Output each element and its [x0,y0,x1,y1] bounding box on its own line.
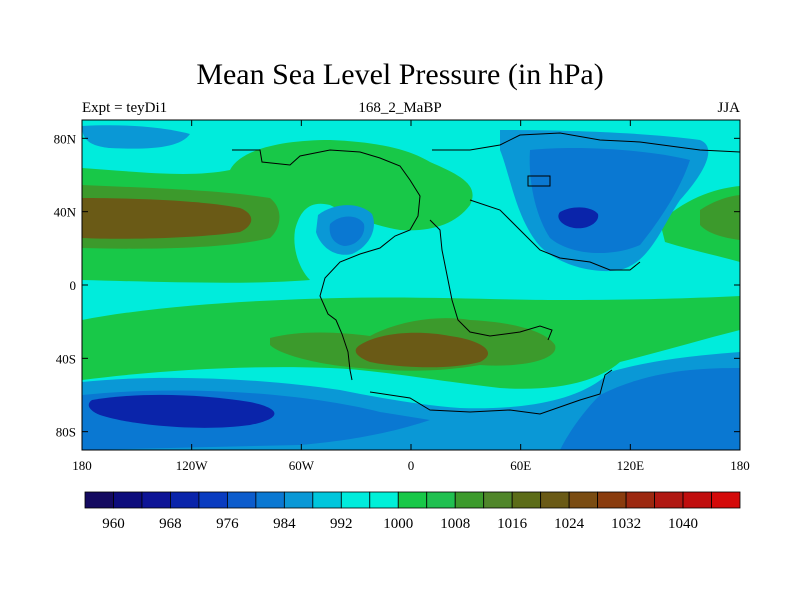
chart-title: Mean Sea Level Pressure (in hPa) [196,58,604,91]
coastlines [232,132,741,415]
lat-tick-label: 40N [54,205,77,220]
colorbar-swatch [340,491,371,509]
run-label: 168_2_MaBP [358,100,442,116]
coastline-north-america [232,149,421,381]
colorbar-label: 1040 [668,516,698,532]
lon-tick-label: 180 [730,458,750,473]
colorbar-label: 1024 [554,516,585,532]
lon-tick-label: 120E [617,458,645,473]
colorbar-swatch [654,491,684,509]
colorbar-label: 968 [159,516,182,532]
colorbar-swatch [483,491,513,509]
colorbar-swatch [625,491,655,509]
lon-tick-label: 180 [72,458,92,473]
colorbar-label: 992 [330,516,353,532]
band-984-atlantic [329,216,365,246]
coastline-eurasia [432,132,741,153]
lat-tick-label: 40S [56,351,76,366]
colorbar-swatch [369,491,399,509]
band-984-south-east [560,368,740,450]
colorbar-swatch [198,491,228,509]
colorbar-swatch [511,491,542,509]
colorbar-label: 1032 [611,516,641,532]
colorbar-swatch [141,491,171,509]
colorbar-swatch [84,491,114,509]
band-968-asia [558,207,599,229]
lon-tick-label: 0 [408,458,415,473]
lon-tick-label: 60E [510,458,531,473]
colorbar-swatch [283,491,314,509]
lat-tick-label: 80N [54,131,77,146]
colorbar-swatch [255,491,285,509]
colorbar-label: 1000 [383,516,413,532]
colorbar-swatch [597,491,627,509]
colorbar-label: 1016 [497,516,528,532]
coastline-africa [429,219,553,341]
colorbar-swatch [682,491,712,509]
colorbar-swatch [568,491,599,509]
colorbar-label: 976 [216,516,239,532]
band-992-arctic [82,125,190,149]
colorbar: 960 968 976 984 992 1000 1008 1016 1024 1032 1040 [84,491,741,532]
pressure-field [82,120,740,450]
colorbar-swatch [454,491,485,509]
colorbar-swatch [397,491,428,509]
colorbar-swatch [226,491,257,509]
lat-tick-label: 0 [70,278,77,293]
band-968-south [88,394,275,428]
experiment-label: Expt = teyDi1 [82,100,168,116]
band-1016-north-east [700,195,740,240]
lon-tick-label: 120W [176,458,209,473]
map-axes: 180 120W 60W 0 60E 120E 180 80N 40N 0 40S 80S [54,120,750,473]
lon-tick-label: 60W [289,458,315,473]
colorbar-swatch [113,491,143,509]
coastline-antarctica [369,369,613,415]
colorbar-label: 960 [102,516,125,532]
lat-tick-label: 80S [56,425,76,440]
coastline-asia-south [469,199,641,271]
colorbar-swatch [426,491,456,509]
colorbar-swatch [540,491,570,509]
colorbar-label: 1008 [440,516,470,532]
band-1024-south [355,332,489,368]
band-1024-north [82,198,252,239]
colorbar-label: 984 [273,516,296,532]
colorbar-swatch [711,491,741,509]
colorbar-swatch [170,491,200,509]
colorbar-swatch [312,491,342,509]
coastline-island [527,175,551,187]
season-label: JJA [717,100,740,116]
